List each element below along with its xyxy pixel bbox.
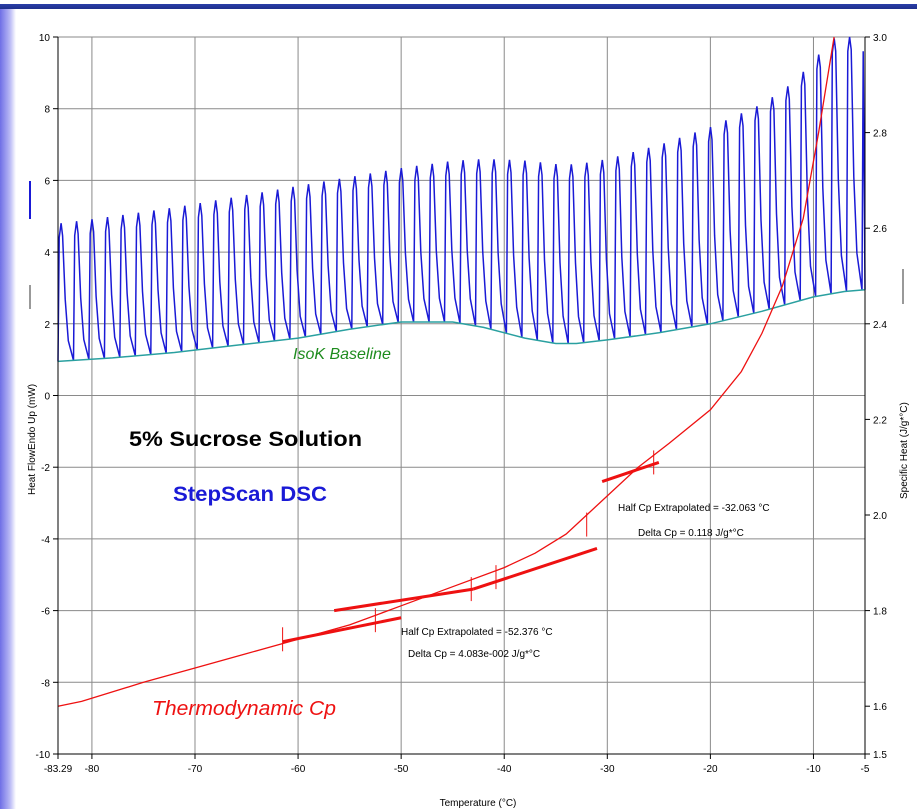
annotation-half-cp-upper: Half Cp Extrapolated = -32.063 °C <box>618 503 770 514</box>
y-left-tick-label: 6 <box>44 176 50 187</box>
y-left-tick-label: 10 <box>39 33 51 44</box>
right-axis-title: Specific Heat (J/g*°C) <box>899 402 910 499</box>
cp-series-line <box>57 36 835 707</box>
left-axis-title: Heat FlowEndo Up (mW) <box>27 384 38 495</box>
tangent-line <box>282 616 402 644</box>
annotation-delta-cp-upper: Delta Cp = 0.118 J/g*°C <box>638 528 744 539</box>
y-left-tick-label: 0 <box>44 392 50 403</box>
x-tick-label: -30 <box>600 764 615 775</box>
y-right-tick-label: 3.0 <box>873 33 887 44</box>
heat-flow-series-line <box>57 36 866 362</box>
y-left-tick-label: -4 <box>41 535 50 546</box>
x-tick-label: -10 <box>806 764 821 775</box>
y-left-tick-label: 2 <box>44 320 50 331</box>
y-left-tick-label: -6 <box>41 607 50 618</box>
tangent-line <box>472 547 598 591</box>
x-tick-label: -80 <box>85 764 100 775</box>
y-right-tick-label: 2.8 <box>873 129 887 140</box>
tangent-line <box>601 460 660 483</box>
tick-labels: -83.29 -80 -70 -60 -50 -40 -30 -20 -10 -5 10 8 6 4 2 0 -… <box>36 33 888 775</box>
y-right-tick-label: 2.2 <box>873 415 887 426</box>
y-left-tick-label: -8 <box>41 678 50 689</box>
chart-title: 5% Sucrose Solution <box>129 428 362 451</box>
x-tick-label: -50 <box>394 764 409 775</box>
tangent-line <box>333 587 474 613</box>
y-left-tick-label: -10 <box>36 750 51 761</box>
x-tick-label: -70 <box>188 764 203 775</box>
y-right-tick-label: 2.6 <box>873 224 887 235</box>
x-tick-label: -83.29 <box>44 764 73 775</box>
isok-baseline-label: IsoK Baseline <box>293 346 391 363</box>
x-tick-label: -60 <box>291 764 306 775</box>
y-left-tick-label: -2 <box>41 463 50 474</box>
y-right-tick-label: 1.5 <box>873 750 887 761</box>
slide-title-bar <box>0 0 917 9</box>
x-tick-label: -20 <box>703 764 718 775</box>
y-right-tick-label: 2.4 <box>873 320 887 331</box>
x-tick-label: -5 <box>861 764 870 775</box>
annotation-half-cp-lower: Half Cp Extrapolated = -52.376 °C <box>401 627 553 638</box>
axes <box>57 37 866 755</box>
x-axis-title: Temperature (°C) <box>440 798 517 809</box>
thermodynamic-cp-label: Thermodynamic Cp <box>152 698 336 720</box>
y-right-tick-label: 2.0 <box>873 511 887 522</box>
y-left-tick-label: 8 <box>44 105 50 116</box>
plot-lines <box>57 36 866 707</box>
annotation-delta-cp-lower: Delta Cp = 4.083e-002 J/g*°C <box>408 649 540 660</box>
dsc-chart: -83.29 -80 -70 -60 -50 -40 -30 -20 -10 -5 10 8 6 4 2 0 -… <box>27 33 910 809</box>
chart-subtitle: StepScan DSC <box>173 483 327 506</box>
isok-baseline-series-line <box>57 288 866 363</box>
x-tick-label: -40 <box>497 764 512 775</box>
y-left-tick-label: 4 <box>44 248 50 259</box>
y-right-tick-label: 1.6 <box>873 702 887 713</box>
y-right-tick-label: 1.8 <box>873 607 887 618</box>
chart-panel: -83.29 -80 -70 -60 -50 -40 -30 -20 -10 -5 10 8 6 4 2 0 -… <box>16 14 916 809</box>
